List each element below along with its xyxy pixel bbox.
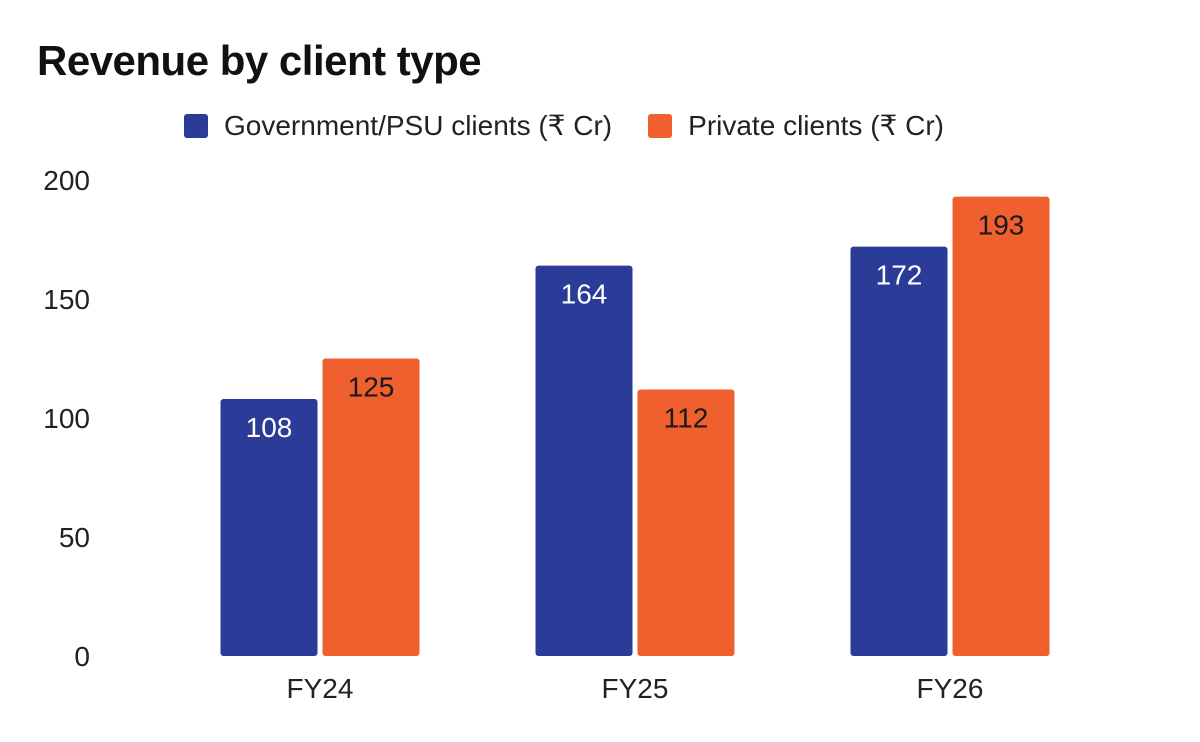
bar-value-label: 172 [876, 260, 923, 291]
y-tick-label: 0 [74, 641, 90, 672]
x-tick-label: FY24 [287, 673, 354, 704]
x-tick-label: FY26 [917, 673, 984, 704]
chart-title: Revenue by client type [37, 37, 482, 84]
bar-private-fy26 [952, 196, 1050, 656]
bar-value-label: 164 [561, 279, 608, 310]
legend-label-government: Government/PSU clients (₹ Cr) [224, 110, 613, 141]
bar-private-fy24 [322, 358, 420, 656]
bar-government-fy26 [850, 246, 948, 656]
y-tick-label: 200 [43, 165, 90, 196]
bar-value-label: 125 [348, 372, 395, 403]
bar-private-fy25 [637, 389, 735, 656]
legend-swatch-government [184, 114, 208, 138]
legend-item-private: Private clients (₹ Cr) [648, 106, 944, 146]
y-tick-label: 100 [43, 403, 90, 434]
bar-value-label: 108 [246, 412, 293, 443]
legend-item-government: Government/PSU clients (₹ Cr) [184, 106, 612, 146]
bar-government-fy24 [220, 398, 318, 656]
x-tick-label: FY25 [602, 673, 669, 704]
legend-swatch-private [648, 114, 673, 138]
bar-government-fy25 [535, 265, 633, 656]
y-tick-label: 50 [59, 522, 90, 553]
legend-label-private: Private clients (₹ Cr) [688, 110, 944, 141]
chart-legend: Government/PSU clients (₹ Cr) Private cl… [184, 106, 980, 146]
bar-value-label: 193 [978, 210, 1025, 241]
bar-value-label: 112 [664, 402, 709, 433]
y-tick-label: 150 [43, 284, 90, 315]
